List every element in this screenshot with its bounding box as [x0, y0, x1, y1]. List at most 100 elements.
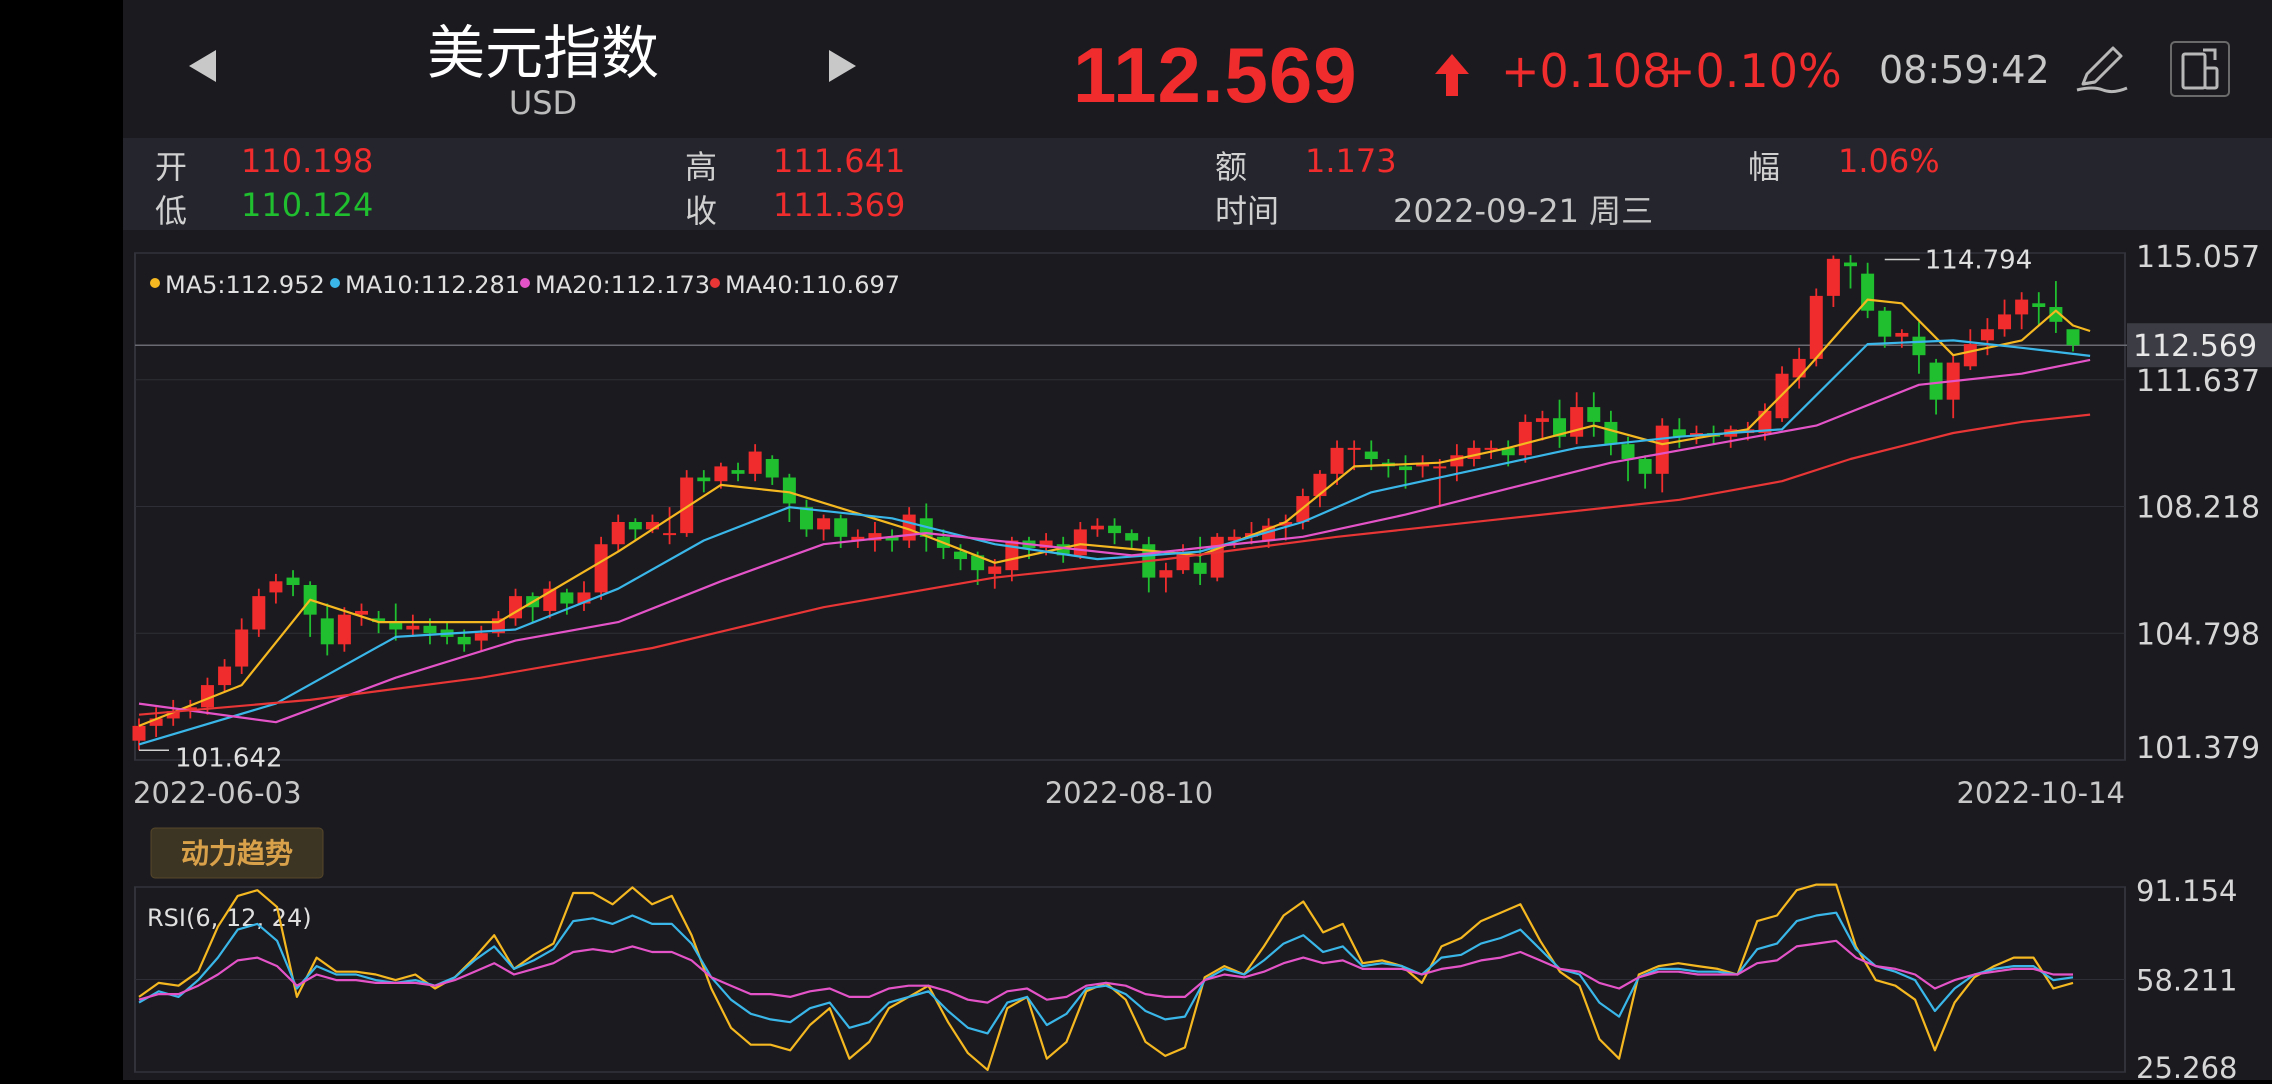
candle-body — [1450, 455, 1464, 467]
candle-body — [1826, 258, 1840, 296]
quote-time: 08:59:42 — [1879, 48, 2050, 92]
rsi-y-tick-label: 91.154 — [2136, 874, 2237, 908]
candle-body — [1108, 525, 1122, 534]
amplitude-label: 幅 — [1748, 148, 1781, 186]
candle-body — [1638, 458, 1652, 474]
chart-area: 115.057 111.637 108.218 104.798 101.379 112.5… — [123, 230, 2272, 1084]
rsi-line-rsi24 — [138, 939, 2073, 1004]
candle-body — [628, 521, 642, 530]
legend-dot — [710, 278, 720, 288]
app: 美元指数 USD 112.569 +0.108 +0.10% 08:59:42 … — [123, 0, 2272, 1084]
candle-body — [218, 666, 232, 686]
candle-body — [714, 466, 728, 482]
indicator-badge-label: 动力趋势 — [181, 837, 293, 870]
legend-label-2: MA20:112.173 — [535, 271, 710, 299]
candle-body — [1279, 521, 1293, 526]
candle-body — [697, 477, 711, 482]
rsi-y-tick-label: 58.211 — [2136, 964, 2237, 998]
up-arrow-icon — [1435, 54, 1469, 96]
candle-body — [2066, 329, 2080, 346]
candle-body — [354, 610, 368, 615]
high-marker-label: 114.794 — [1925, 245, 2033, 275]
legend-dot — [520, 278, 530, 288]
legend-label-1: MA10:112.281 — [345, 271, 520, 299]
y-tick-label: 108.218 — [2136, 491, 2260, 526]
candle-body — [1998, 314, 2012, 330]
candle-body — [868, 533, 882, 541]
y-tick-label: 115.057 — [2136, 240, 2260, 275]
candle-body — [1895, 332, 1909, 337]
candle-body — [286, 577, 300, 586]
candle-body — [1587, 407, 1601, 422]
candle-body — [235, 629, 249, 667]
candle-body — [474, 633, 488, 641]
rsi-line-rsi6 — [138, 883, 2074, 1072]
open-label: 开 — [155, 148, 188, 186]
y-tick-label: 104.798 — [2136, 617, 2260, 652]
ma-line-ma5 — [138, 298, 2091, 727]
amplitude-value: 1.06% — [1838, 142, 1940, 180]
candle-body — [765, 458, 779, 478]
candle-body — [1467, 447, 1481, 459]
candle-body — [611, 521, 625, 545]
candle-body — [782, 477, 796, 504]
high-label: 高 — [685, 148, 718, 186]
x-tick-label: 2022-10-14 — [1956, 776, 2125, 810]
candle-body — [988, 566, 1002, 574]
close-value: 111.369 — [773, 186, 906, 224]
candle-body — [2015, 299, 2029, 315]
low-marker-label: 101.642 — [175, 743, 283, 773]
price-change-percent: +0.10% — [1657, 44, 1842, 98]
candle-body — [372, 618, 386, 623]
candle-body — [1501, 447, 1515, 456]
candle-body — [1484, 447, 1498, 450]
candle-body — [320, 618, 334, 645]
rsi-y-tick-label: 25.268 — [2136, 1051, 2237, 1080]
candle-body — [731, 470, 745, 474]
rsi-line-rsi12 — [138, 911, 2074, 1035]
legend-dot — [150, 278, 160, 288]
legend-label-3: MA40:110.697 — [725, 271, 900, 299]
candle-body — [1210, 536, 1224, 578]
candle-body — [1553, 418, 1567, 437]
candle-body — [1518, 421, 1532, 456]
current-price-tag — [2127, 323, 2272, 368]
header: 美元指数 USD 112.569 +0.108 +0.10% 08:59:42 — [123, 0, 2272, 138]
candle-body — [748, 451, 762, 474]
candle-body — [577, 592, 591, 604]
candle-body — [663, 533, 677, 536]
low-value: 110.124 — [241, 186, 374, 224]
candle-body — [149, 718, 163, 726]
candle-body — [680, 477, 694, 534]
candle-body — [269, 581, 283, 593]
candle-body — [817, 518, 831, 530]
ma-line-ma20 — [138, 358, 2091, 724]
candle-body — [1878, 310, 1892, 337]
pen-icon[interactable] — [2073, 44, 2129, 94]
candle-body — [1844, 262, 1858, 267]
arrow-left-icon[interactable] — [189, 50, 216, 82]
candle-body — [1364, 451, 1378, 459]
candle-body — [1039, 540, 1053, 548]
x-tick-label: 2022-08-10 — [1045, 776, 1214, 810]
candle-body — [423, 625, 437, 634]
indicator-badge — [150, 827, 324, 879]
screen-switch-icon[interactable] — [2169, 40, 2231, 98]
candle-body — [2049, 307, 2063, 322]
candle-body — [1347, 447, 1361, 450]
candle-body — [1313, 473, 1327, 497]
candle-body — [1672, 429, 1686, 437]
candle-body — [166, 711, 180, 719]
candle-body — [834, 518, 848, 537]
candle-body — [1330, 447, 1344, 474]
candle-body — [1159, 570, 1173, 578]
x-tick-label: 2022-06-03 — [133, 776, 302, 810]
candle-body — [1125, 533, 1139, 541]
candle-body — [1912, 336, 1926, 356]
candle-body — [1073, 529, 1087, 556]
arrow-right-icon[interactable] — [829, 50, 856, 82]
open-value: 110.198 — [241, 142, 374, 180]
candlestick-chart[interactable]: 115.057 111.637 108.218 104.798 101.379 112.5… — [123, 230, 2272, 1084]
low-label: 低 — [155, 192, 188, 230]
candle-body — [1980, 329, 1994, 341]
